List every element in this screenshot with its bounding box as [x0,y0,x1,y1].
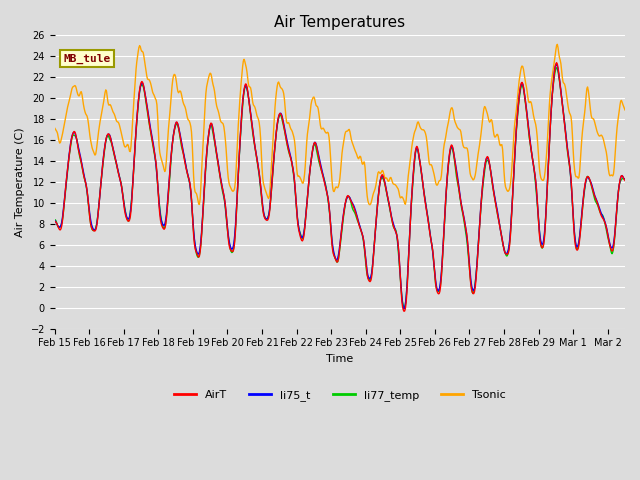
Legend: AirT, li75_t, li77_temp, Tsonic: AirT, li75_t, li77_temp, Tsonic [169,385,511,405]
Text: MB_tule: MB_tule [63,54,111,64]
Title: Air Temperatures: Air Temperatures [275,15,405,30]
X-axis label: Time: Time [326,354,353,364]
Y-axis label: Air Temperature (C): Air Temperature (C) [15,127,25,237]
